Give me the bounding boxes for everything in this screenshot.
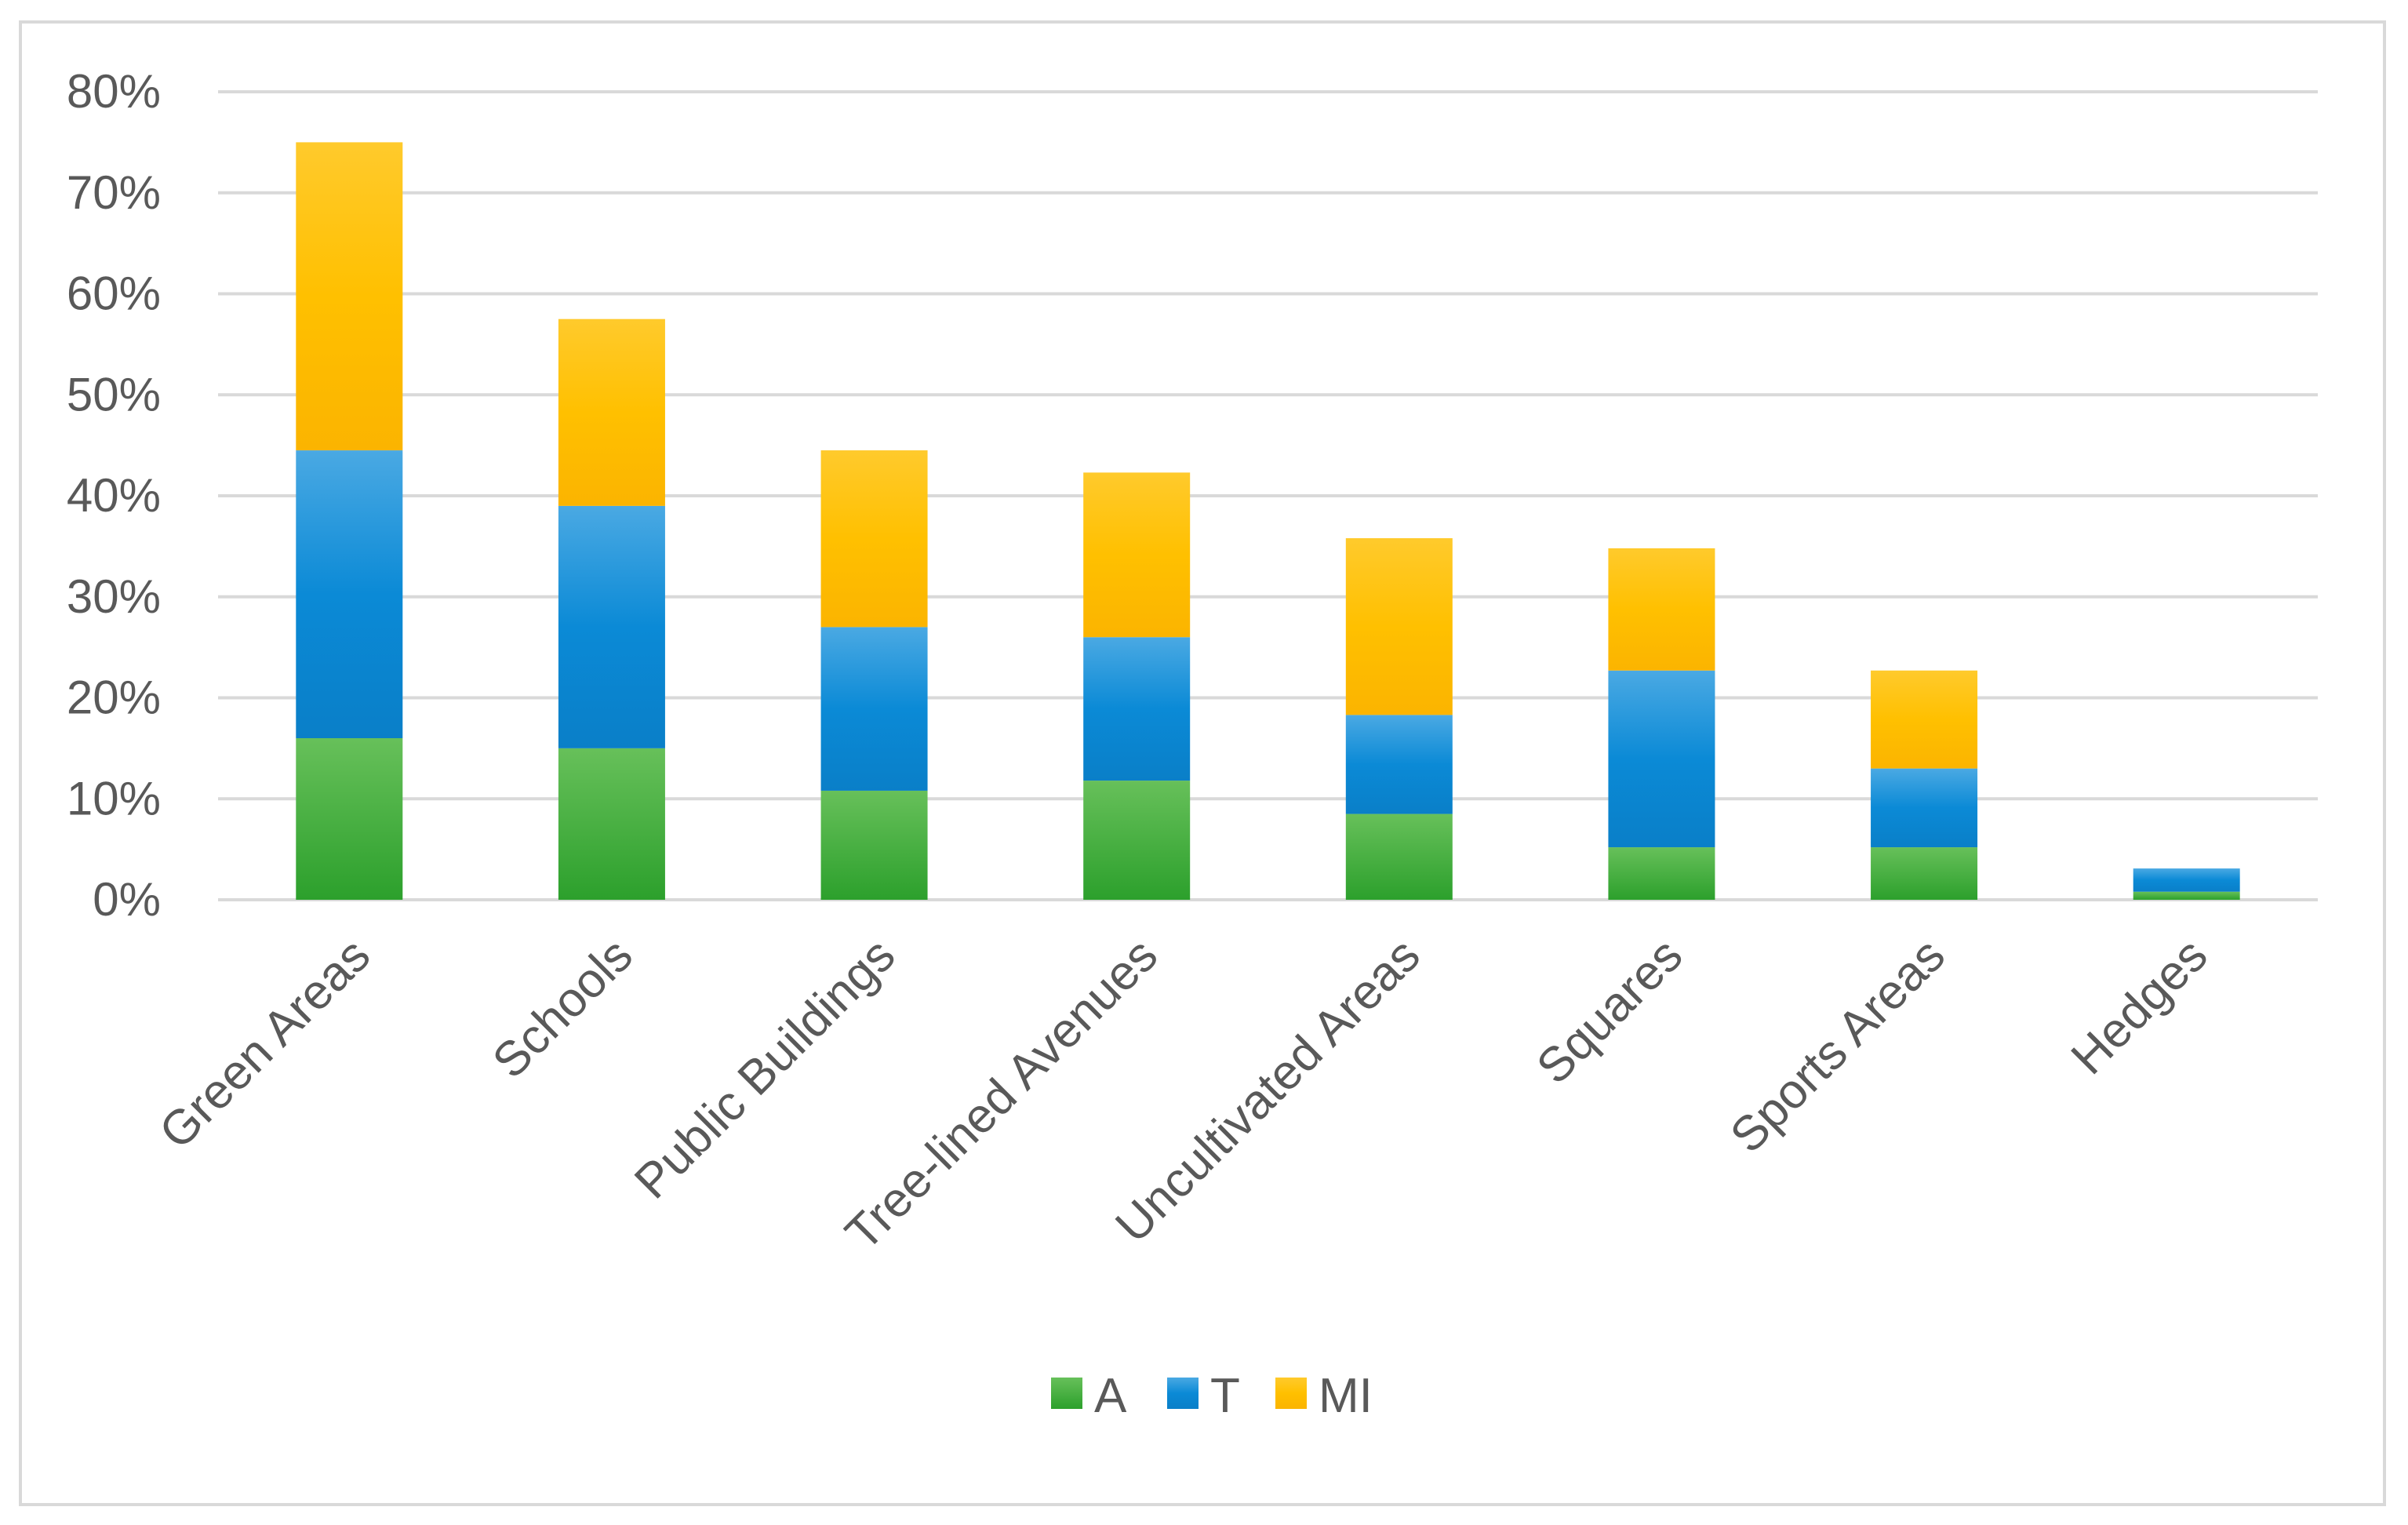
x-category-label: Schools — [482, 928, 643, 1089]
bar-segment-a — [558, 748, 665, 900]
y-tick-label: 0% — [93, 873, 161, 926]
legend-label-t: T — [1210, 1369, 1240, 1423]
y-tick-label: 70% — [67, 166, 161, 219]
bar-segment-a — [1608, 847, 1715, 900]
bar-segment-mi — [1345, 538, 1453, 715]
bars — [296, 142, 2240, 900]
legend-label-mi: MI — [1319, 1369, 1373, 1423]
legend-swatch-a — [1051, 1378, 1082, 1409]
bar-segment-mi — [296, 142, 403, 451]
bar-segment-a — [296, 738, 403, 900]
bar-segment-a — [2133, 891, 2240, 900]
bar-segment-t — [1608, 670, 1715, 848]
y-tick-label: 40% — [67, 469, 161, 522]
y-tick-label: 20% — [67, 672, 161, 724]
bar-segment-a — [1345, 813, 1453, 900]
legend-label-a: A — [1094, 1369, 1127, 1423]
y-tick-label: 10% — [67, 772, 161, 824]
legend-swatch-mi — [1275, 1378, 1307, 1409]
bar-segment-t — [820, 627, 928, 791]
gridlines — [218, 90, 2318, 901]
bar-segment-t — [2133, 868, 2240, 892]
bar-segment-t — [558, 505, 665, 748]
bar-segment-mi — [1608, 548, 1715, 671]
bar-segment-a — [1083, 781, 1191, 900]
legend: A T MI — [1051, 1369, 1373, 1423]
bar-segment-mi — [1083, 472, 1191, 638]
bar-segment-t — [1083, 637, 1191, 781]
bar-segment-mi — [820, 450, 928, 628]
y-tick-label: 30% — [67, 570, 161, 623]
x-category-label: Hedges — [2061, 928, 2218, 1085]
x-category-label: Squares — [1526, 928, 1693, 1094]
bar-segment-t — [296, 450, 403, 738]
y-tick-label: 60% — [67, 268, 161, 320]
bar-segment-a — [1871, 847, 1978, 900]
y-tick-label: 50% — [67, 368, 161, 420]
x-category-label: Public Buildings — [624, 928, 905, 1209]
x-category-label: Green Areas — [149, 928, 380, 1159]
legend-swatch-t — [1167, 1378, 1199, 1409]
bar-segment-mi — [558, 318, 665, 506]
chart-frame — [19, 20, 2386, 1506]
bar-segment-t — [1345, 715, 1453, 814]
bar-segment-a — [820, 790, 928, 900]
bar-segment-t — [1871, 768, 1978, 848]
y-axis-ticks: 0% 10% 20% 30% 40% 50% 60% 70% 80% — [67, 65, 161, 926]
y-tick-label: 80% — [67, 65, 161, 118]
x-category-label: Sports Areas — [1720, 928, 1955, 1163]
bar-segment-mi — [1871, 670, 1978, 769]
